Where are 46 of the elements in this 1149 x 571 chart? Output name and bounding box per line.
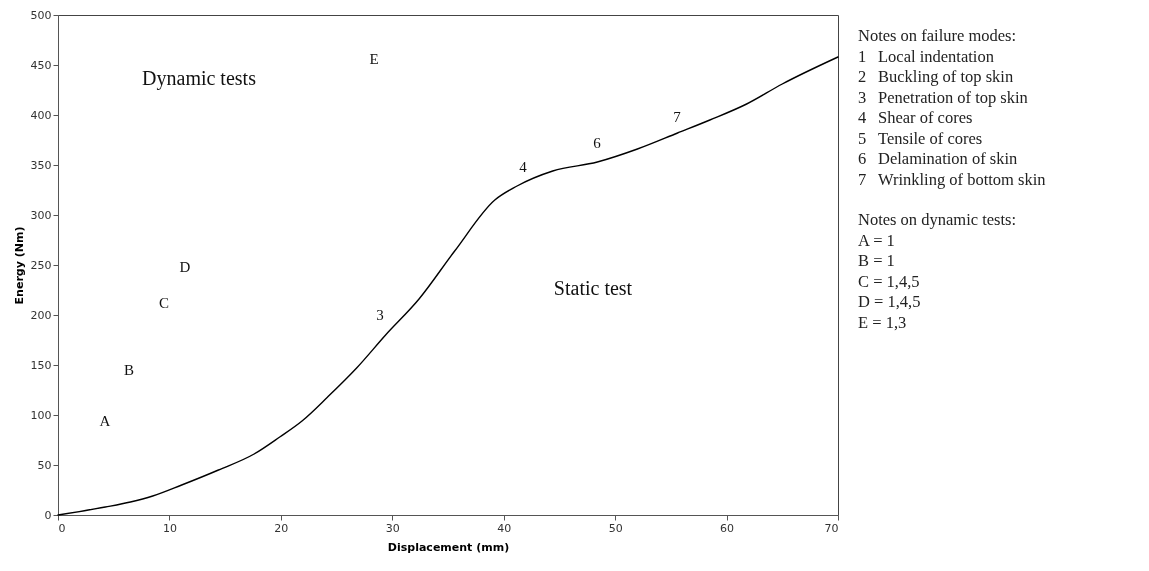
y-tick-label: 150 bbox=[30, 358, 52, 372]
annotation: Dynamic tests bbox=[142, 67, 256, 89]
x-tick-label: 10 bbox=[162, 521, 177, 535]
annotation: E bbox=[369, 50, 379, 67]
text: B = 1 bbox=[858, 251, 896, 272]
annotation: 3 bbox=[376, 306, 384, 323]
text: 4 Shear of cores bbox=[858, 108, 974, 129]
y-tick-label: 350 bbox=[30, 158, 52, 172]
x-axis-title: Displacement (mm) bbox=[387, 540, 510, 554]
annotation: 6 bbox=[593, 134, 601, 151]
annotation: A bbox=[99, 412, 111, 429]
x-tick-label: 0 bbox=[58, 521, 66, 535]
y-tick-label: 100 bbox=[30, 408, 52, 422]
x-tick-label: 40 bbox=[497, 521, 512, 535]
x-tick-label: 20 bbox=[274, 521, 289, 535]
annotation: C bbox=[158, 294, 170, 311]
text: A = 1 bbox=[858, 230, 896, 251]
annotation: 7 bbox=[673, 108, 681, 125]
annotation: D bbox=[179, 258, 191, 275]
text: 3 Penetration of top skin bbox=[858, 87, 1029, 108]
x-tick-label: 30 bbox=[385, 521, 400, 535]
x-tick-label: 70 bbox=[824, 521, 839, 535]
y-tick-label: 500 bbox=[30, 8, 52, 22]
text: C = 1,4,5 bbox=[858, 271, 921, 292]
x-tick-label: 50 bbox=[608, 521, 623, 535]
annotation: B bbox=[123, 361, 135, 378]
text: 5 Tensile of cores bbox=[858, 128, 984, 149]
text: 6 Delamination of skin bbox=[858, 149, 1019, 170]
y-tick-label: 200 bbox=[30, 308, 52, 322]
text: E = 1,3 bbox=[858, 312, 908, 333]
y-tick-label: 250 bbox=[30, 258, 52, 272]
text: D = 1,4,5 bbox=[858, 292, 922, 313]
y-tick-label: 450 bbox=[30, 58, 52, 72]
text: 7 Wrinkling of bottom skin bbox=[858, 169, 1046, 190]
y-tick-label: 0 bbox=[44, 508, 52, 522]
text: 2 Buckling of top skin bbox=[858, 67, 1015, 88]
annotation: Static test bbox=[553, 277, 633, 299]
x-tick-label: 60 bbox=[720, 521, 735, 535]
text: Notes on failure modes: bbox=[858, 26, 1018, 47]
annotation: 4 bbox=[519, 158, 527, 175]
text: Notes on dynamic tests: bbox=[858, 210, 1018, 231]
y-axis-title: Energy (Nm) bbox=[12, 226, 26, 305]
text: 1 Local indentation bbox=[858, 46, 995, 67]
y-tick-label: 50 bbox=[37, 458, 52, 472]
y-tick-label: 400 bbox=[30, 108, 52, 122]
y-tick-label: 300 bbox=[30, 208, 52, 222]
